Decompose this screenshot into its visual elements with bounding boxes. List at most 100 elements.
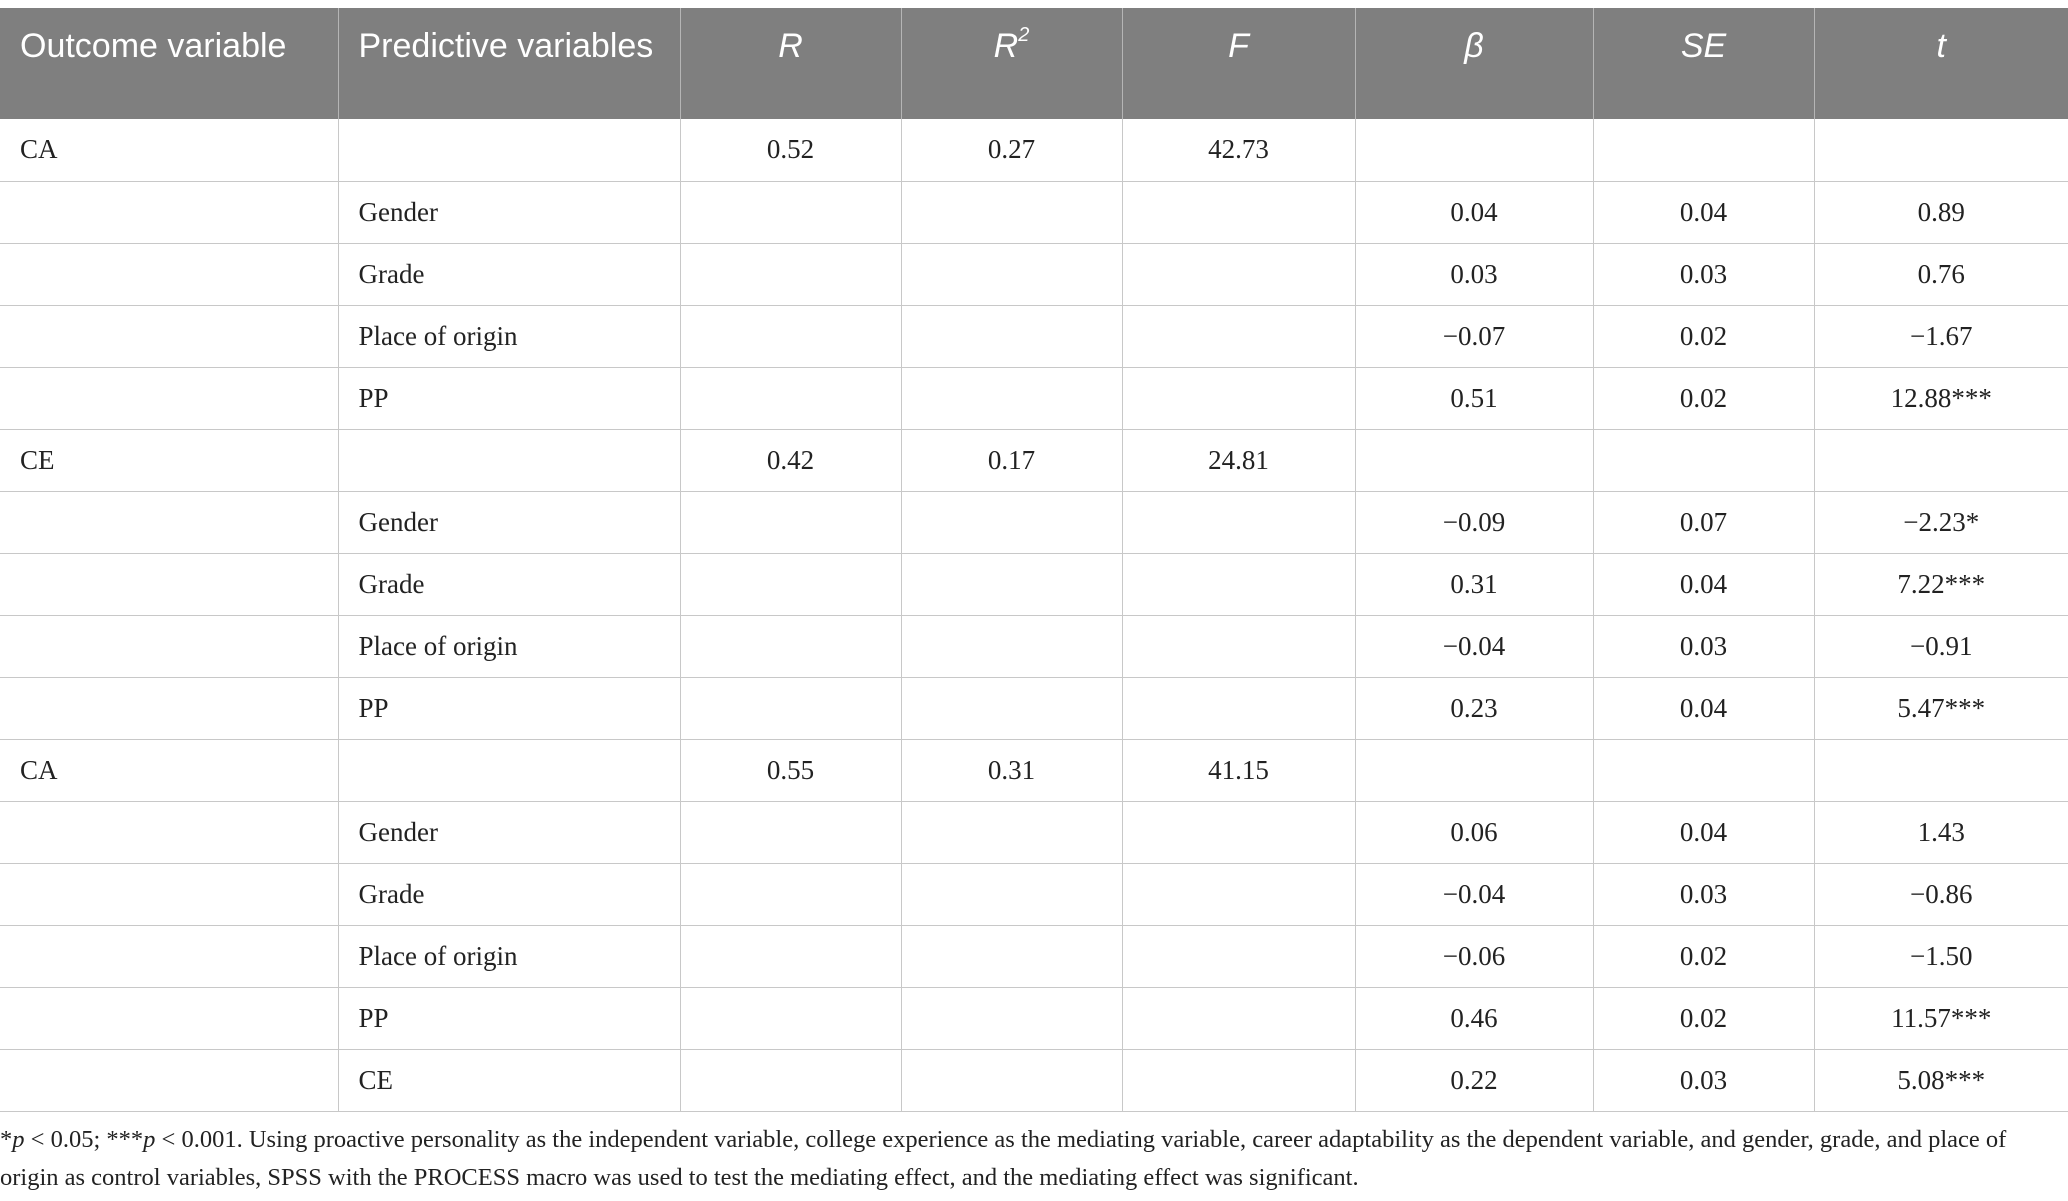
header-predictive-variables: Predictive variables [338,8,681,119]
cell-f [1122,181,1356,244]
cell-se: 0.03 [1593,863,1815,926]
cell-se: 0.03 [1593,615,1815,678]
cell-r [680,677,902,740]
cell-f [1122,305,1356,368]
cell-se [1593,739,1815,802]
table-row: PP 0.51 0.02 12.88*** [0,367,2068,430]
cell-se: 0.02 [1593,987,1815,1050]
cell-outcome [0,863,339,926]
cell-r [680,181,902,244]
cell-outcome [0,305,339,368]
cell-r-squared [901,491,1123,554]
footnote-p-symbol-2: p [143,1126,156,1153]
cell-se: 0.04 [1593,553,1815,616]
cell-t: 12.88*** [1814,367,2068,430]
cell-r [680,305,902,368]
cell-r: 0.55 [680,739,902,802]
cell-predictor: Gender [338,491,681,554]
table-row: CA 0.52 0.27 42.73 [0,119,2068,182]
cell-r: 0.42 [680,429,902,492]
header-r-squared: R2 [901,8,1123,119]
cell-t [1814,429,2068,492]
cell-predictor: PP [338,677,681,740]
table-row: Gender 0.04 0.04 0.89 [0,181,2068,244]
cell-r-squared [901,615,1123,678]
cell-r-squared: 0.17 [901,429,1123,492]
cell-r [680,863,902,926]
cell-outcome [0,181,339,244]
cell-r [680,491,902,554]
cell-f: 24.81 [1122,429,1356,492]
cell-beta [1355,119,1594,182]
cell-se: 0.04 [1593,181,1815,244]
cell-predictor: Gender [338,181,681,244]
cell-f [1122,987,1356,1050]
cell-predictor: Place of origin [338,305,681,368]
cell-f [1122,615,1356,678]
cell-outcome [0,987,339,1050]
cell-outcome [0,801,339,864]
cell-se: 0.02 [1593,367,1815,430]
table-row: CE 0.22 0.03 5.08*** [0,1049,2068,1112]
cell-t: −0.86 [1814,863,2068,926]
cell-t: 11.57*** [1814,987,2068,1050]
cell-r-squared [901,1049,1123,1112]
cell-f [1122,925,1356,988]
cell-outcome [0,1049,339,1112]
table-row: Place of origin −0.06 0.02 −1.50 [0,925,2068,988]
cell-f [1122,367,1356,430]
table-row: Grade 0.03 0.03 0.76 [0,243,2068,306]
cell-predictor: Grade [338,553,681,616]
table-row: Gender 0.06 0.04 1.43 [0,801,2068,864]
cell-f [1122,863,1356,926]
cell-r-squared: 0.31 [901,739,1123,802]
cell-beta: −0.06 [1355,925,1594,988]
cell-predictor [338,119,681,182]
cell-f [1122,553,1356,616]
cell-outcome [0,677,339,740]
cell-r-squared [901,553,1123,616]
cell-outcome [0,243,339,306]
cell-r [680,615,902,678]
cell-predictor: PP [338,987,681,1050]
cell-t: 1.43 [1814,801,2068,864]
cell-se: 0.07 [1593,491,1815,554]
table-row: Grade 0.31 0.04 7.22*** [0,553,2068,616]
cell-beta: 0.06 [1355,801,1594,864]
cell-beta: 0.23 [1355,677,1594,740]
cell-se [1593,429,1815,492]
header-f: F [1122,8,1356,119]
cell-beta: −0.09 [1355,491,1594,554]
table-row: CE 0.42 0.17 24.81 [0,429,2068,492]
header-beta: β [1355,8,1594,119]
header-row: Outcome variable Predictive variables R … [0,8,2068,119]
cell-t: −1.50 [1814,925,2068,988]
cell-t [1814,739,2068,802]
footnote-part-2: < 0.001. Using proactive personality as … [0,1126,2007,1191]
header-outcome-variable: Outcome variable [0,8,339,119]
cell-outcome [0,491,339,554]
cell-r-squared [901,243,1123,306]
cell-r-squared [901,305,1123,368]
footnote-p-symbol-1: p [12,1126,25,1153]
cell-r-squared [901,801,1123,864]
cell-beta: 0.31 [1355,553,1594,616]
cell-outcome [0,367,339,430]
table-row: Place of origin −0.07 0.02 −1.67 [0,305,2068,368]
cell-t: −2.23* [1814,491,2068,554]
cell-se: 0.04 [1593,801,1815,864]
cell-predictor: Place of origin [338,925,681,988]
table-footnote: *p < 0.05; ***p < 0.001. Using proactive… [0,1121,2060,1197]
cell-f [1122,243,1356,306]
header-r-squared-sup: 2 [1018,24,1030,46]
cell-r-squared [901,677,1123,740]
cell-t: 5.47*** [1814,677,2068,740]
table-row: Gender −0.09 0.07 −2.23* [0,491,2068,554]
cell-f: 42.73 [1122,119,1356,182]
table-row: Grade −0.04 0.03 −0.86 [0,863,2068,926]
header-r-squared-base: R [993,27,1019,65]
cell-beta: −0.04 [1355,615,1594,678]
footnote-part-1: < 0.05; *** [24,1126,144,1153]
cell-r-squared [901,925,1123,988]
cell-beta [1355,429,1594,492]
